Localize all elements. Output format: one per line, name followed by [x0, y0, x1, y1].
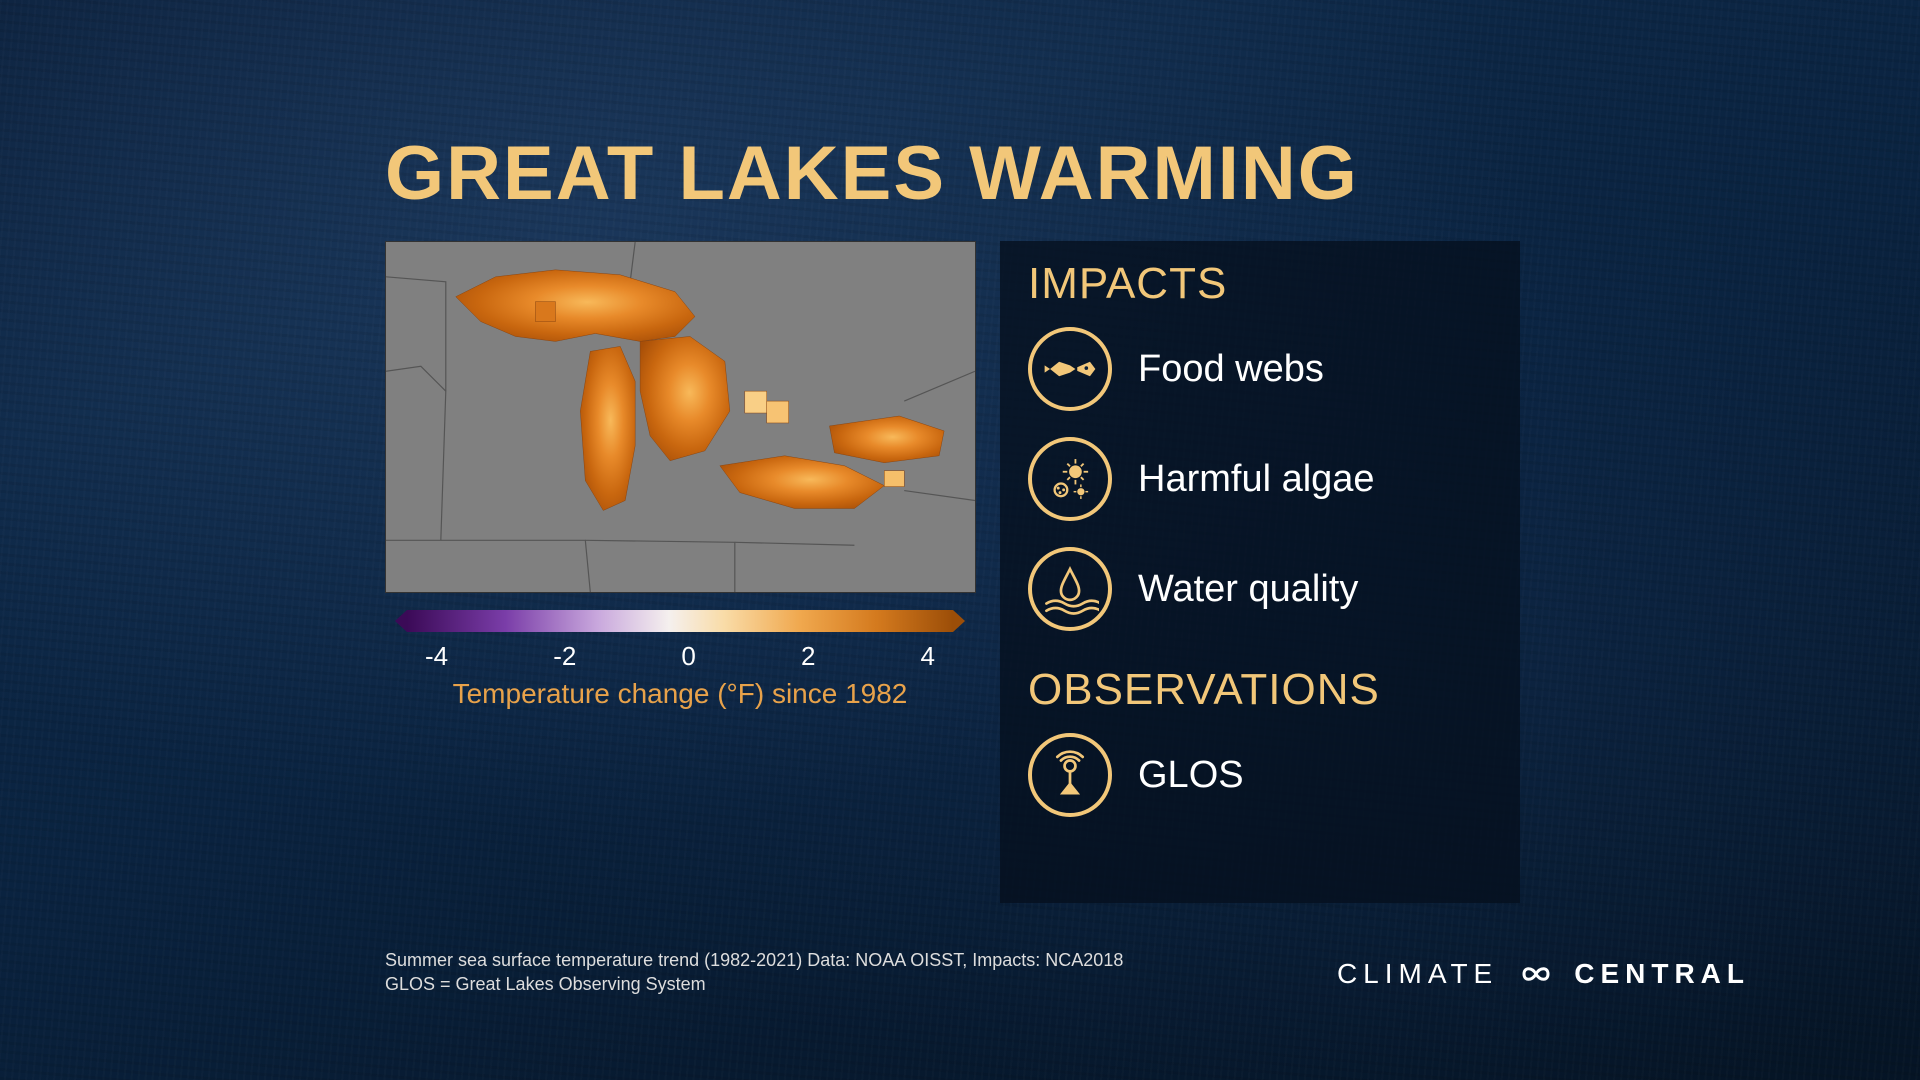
climate-central-logo: CLIMATE CENTRAL: [1337, 958, 1750, 990]
impact-item: Food webs: [1028, 327, 1492, 411]
impact-label: Water quality: [1138, 568, 1358, 611]
buoy-icon: [1028, 733, 1112, 817]
infinity-icon: [1512, 960, 1560, 988]
impacts-heading: IMPACTS: [1028, 259, 1492, 309]
observations-heading: OBSERVATIONS: [1028, 665, 1492, 715]
data-source-footnote: Summer sea surface temperature trend (19…: [385, 948, 1123, 997]
tick: -2: [553, 641, 576, 672]
algae-icon: [1028, 437, 1112, 521]
page-title: GREAT LAKES WARMING: [385, 130, 1359, 217]
impact-label: Food webs: [1138, 348, 1324, 391]
impact-item: Water quality: [1028, 547, 1492, 631]
fish-icon: [1028, 327, 1112, 411]
colorbar-gradient: [395, 610, 965, 632]
footnote-line: Summer sea surface temperature trend (19…: [385, 948, 1123, 972]
great-lakes-map: [385, 241, 976, 593]
brand-word: CLIMATE: [1337, 958, 1498, 990]
tick: 4: [921, 641, 935, 672]
water-icon: [1028, 547, 1112, 631]
colorbar-label: Temperature change (°F) since 1982: [395, 678, 965, 710]
footnote-line: GLOS = Great Lakes Observing System: [385, 972, 1123, 996]
temperature-colorbar: -4 -2 0 2 4 Temperature change (°F) sinc…: [395, 610, 965, 710]
impact-label: Harmful algae: [1138, 458, 1375, 501]
colorbar-ticks: -4 -2 0 2 4: [395, 641, 965, 672]
tick: -4: [425, 641, 448, 672]
tick: 0: [681, 641, 695, 672]
observation-item: GLOS: [1028, 733, 1492, 817]
brand-word: CENTRAL: [1574, 958, 1750, 990]
impacts-panel: IMPACTS Food webs Harmful algae: [1000, 241, 1520, 903]
observation-label: GLOS: [1138, 754, 1244, 797]
tick: 2: [801, 641, 815, 672]
impact-item: Harmful algae: [1028, 437, 1492, 521]
